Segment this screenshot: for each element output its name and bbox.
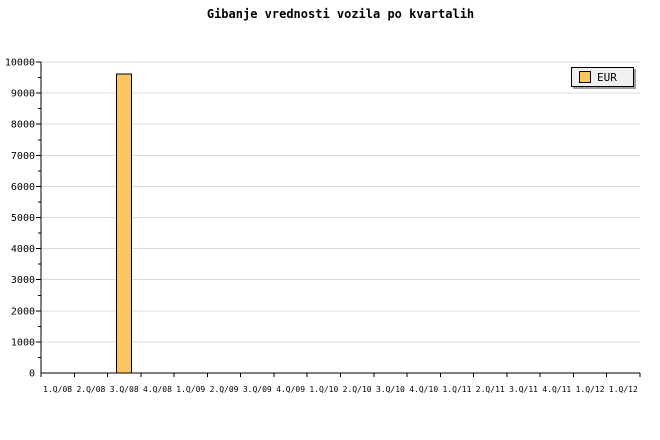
x-axis-label-13: 2.Q/11 (476, 385, 505, 394)
y-axis-label-8000: 8000 (11, 120, 35, 131)
x-axis-label-2: 3.Q/08 (110, 385, 139, 394)
y-axis-label-4000: 4000 (11, 244, 35, 255)
x-axis-label-8: 1.Q/10 (309, 385, 338, 394)
legend-label: EUR (597, 70, 617, 84)
x-axis-label-1: 2.Q/08 (76, 385, 105, 394)
y-axis-label-1000: 1000 (11, 337, 35, 348)
y-axis-label-9000: 9000 (11, 89, 35, 100)
axis-lines (40, 62, 640, 374)
x-axis-label-7: 4.Q/09 (276, 385, 305, 394)
y-axis-label-0: 0 (29, 369, 35, 380)
y-axis-label-10000: 10000 (5, 58, 35, 69)
x-axis-label-9: 2.Q/10 (343, 385, 372, 394)
x-axis-label-14: 3.Q/11 (509, 385, 538, 394)
legend: EUR (571, 67, 634, 87)
y-axis-label-6000: 6000 (11, 182, 35, 193)
x-axis-label-5: 2.Q/09 (210, 385, 239, 394)
x-axis-label-17: 1.Q/12 (609, 385, 638, 394)
x-axis-label-16: 1.Q/12 (576, 385, 605, 394)
x-axis-label-4: 1.Q/09 (176, 385, 205, 394)
chart-title: Gibanje vrednosti vozila po kvartalih (206, 7, 475, 21)
x-axis-label-3: 4.Q/08 (143, 385, 172, 394)
x-axis-label-6: 3.Q/09 (243, 385, 272, 394)
y-axis-label-7000: 7000 (11, 151, 35, 162)
y-axis-label-5000: 5000 (11, 213, 35, 224)
bar-3q08 (116, 73, 133, 374)
x-axis-label-12: 1.Q/11 (443, 385, 472, 394)
x-axis-label-10: 3.Q/10 (376, 385, 405, 394)
x-axis-label-0: 1.Q/08 (43, 385, 72, 394)
legend-swatch-eur (579, 71, 591, 83)
y-axis-label-2000: 2000 (11, 306, 35, 317)
x-axis-label-11: 4.Q/10 (409, 385, 438, 394)
y-axis-label-3000: 3000 (11, 275, 35, 286)
x-axis-label-15: 4.Q/11 (542, 385, 571, 394)
